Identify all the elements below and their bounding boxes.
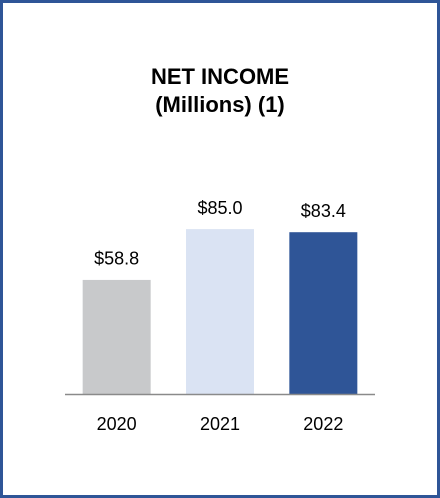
x-tick-label: 2022 xyxy=(303,414,343,434)
value-label: $85.0 xyxy=(197,198,242,218)
value-label: $83.4 xyxy=(301,201,346,221)
bars: $58.8 2020 $85.0 2021 $83.4 2022 xyxy=(82,198,358,434)
bar xyxy=(289,232,358,394)
chart-title: NET INCOME xyxy=(151,64,289,89)
chart-subtitle: (Millions) (1) xyxy=(155,92,285,117)
value-label: $58.8 xyxy=(94,249,139,269)
bar xyxy=(186,229,254,394)
x-tick-label: 2021 xyxy=(200,414,240,434)
x-tick-label: 2020 xyxy=(97,414,137,434)
bar xyxy=(82,279,151,394)
